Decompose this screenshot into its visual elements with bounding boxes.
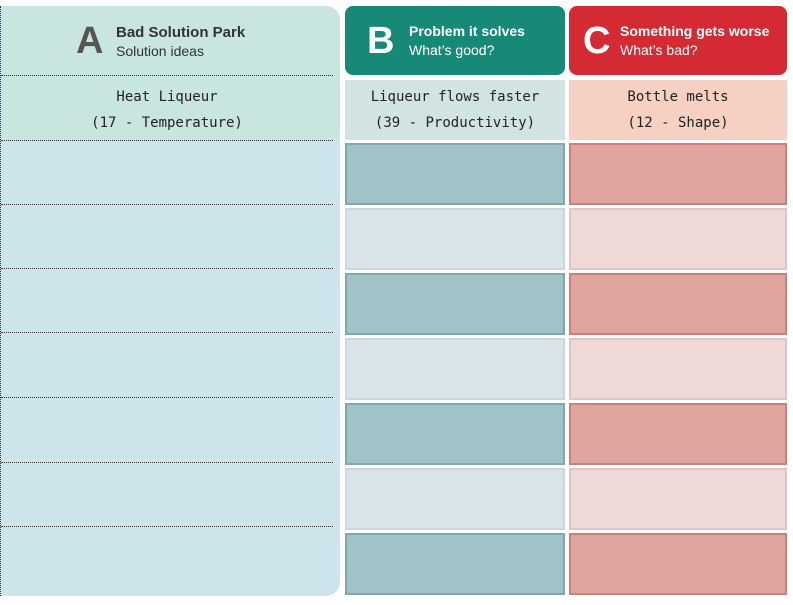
entry: Bottle melts (12 - Shape): [569, 80, 787, 140]
divider: [1, 204, 333, 205]
answer-cell: [345, 403, 565, 465]
entry: Heat Liqueur (17 - Temperature): [1, 84, 333, 136]
column-c-header: C Something gets worse What’s bad?: [569, 6, 787, 75]
divider: [1, 526, 333, 527]
divider: [1, 397, 333, 398]
answer-cell: [345, 273, 565, 335]
answer-cell: [345, 338, 565, 400]
answer-cell: [569, 273, 787, 335]
entry: Liqueur flows faster (39 - Productivity): [345, 80, 565, 140]
subtitle: What’s good?: [409, 42, 495, 58]
title: Something gets worse: [620, 23, 770, 39]
divider: [1, 462, 333, 463]
letter: C: [583, 20, 611, 62]
subtitle: Solution ideas: [116, 43, 204, 59]
divider: [1, 140, 333, 141]
divider: [1, 332, 333, 333]
divider: [1, 75, 333, 76]
answer-cell: [345, 208, 565, 270]
entry-line: (17 - Temperature): [91, 115, 243, 131]
answer-cell: [569, 208, 787, 270]
entry-line: (12 - Shape): [627, 115, 729, 131]
answer-cell: [345, 468, 565, 530]
answer-cell: [569, 533, 787, 595]
divider: [1, 268, 333, 269]
answer-cell: [569, 338, 787, 400]
answer-cell: [569, 403, 787, 465]
letter: A: [76, 20, 104, 62]
answer-cell: [569, 468, 787, 530]
answer-cell: [345, 533, 565, 595]
title: Problem it solves: [409, 23, 525, 39]
entry-line: Heat Liqueur: [116, 89, 218, 105]
entry-line: (39 - Productivity): [374, 115, 536, 131]
column-a: A Bad Solution Park Solution ideas Heat …: [0, 6, 340, 596]
subtitle: What’s bad?: [620, 42, 698, 58]
title: Bad Solution Park: [116, 24, 246, 41]
answer-cell: [569, 143, 787, 205]
entry-line: Liqueur flows faster: [370, 89, 540, 105]
column-b-header: B Problem it solves What’s good?: [345, 6, 565, 75]
answer-cell: [345, 143, 565, 205]
column-a-head: [1, 6, 340, 140]
letter: B: [367, 20, 395, 62]
entry-line: Bottle melts: [627, 89, 729, 105]
